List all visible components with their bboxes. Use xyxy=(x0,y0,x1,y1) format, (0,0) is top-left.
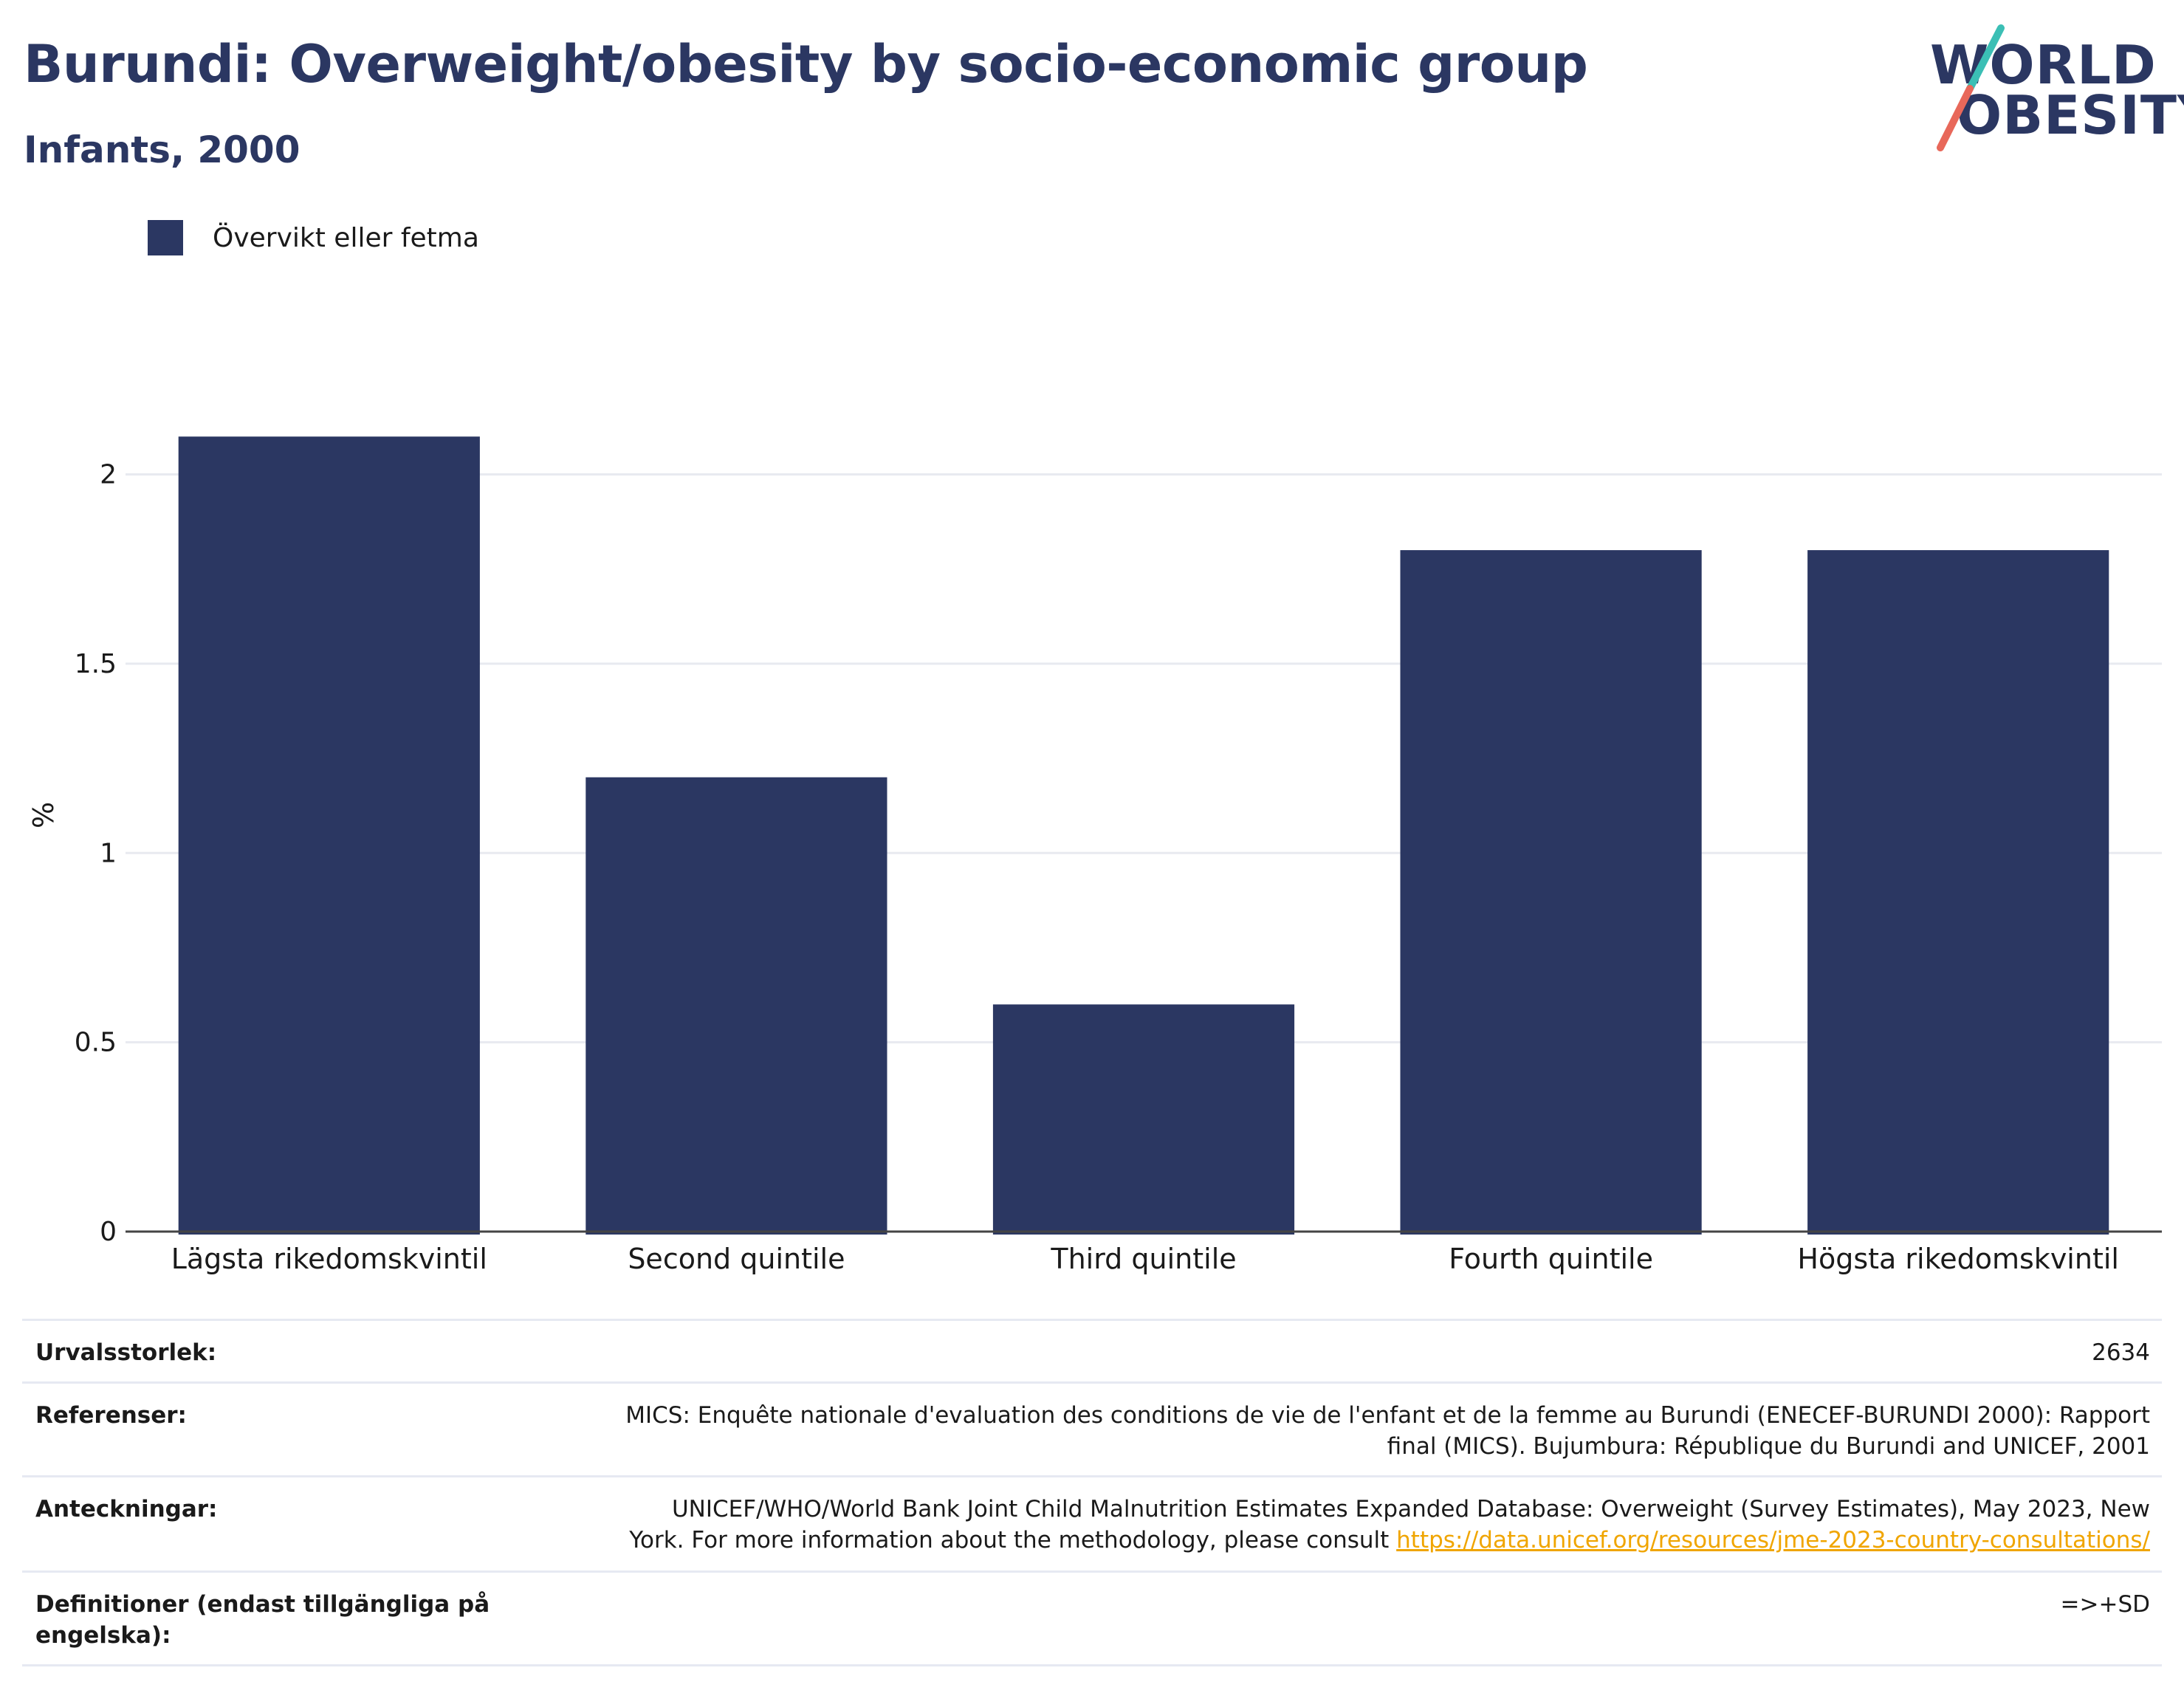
bar-chart: 0 0.5 1 1.5 2 Lägsta rikedomskvintil Second qu… xyxy=(27,436,2162,1275)
info-row-references: Referenser: MICS: Enquête nationale d'ev… xyxy=(22,1381,2162,1475)
info-table: Urvalsstorlek: 2634 Referenser: MICS: En… xyxy=(22,1319,2162,1666)
world-obesity-logo: WORLD OBESITY xyxy=(1920,22,2184,155)
notes-line1: UNICEF/WHO/World Bank Joint Child Malnut… xyxy=(671,1496,2150,1522)
legend-swatch xyxy=(148,220,183,255)
notes-label: Anteckningar: xyxy=(35,1496,218,1522)
logo-word-obesity: OBESITY xyxy=(1957,84,2184,146)
bars xyxy=(178,436,2109,1235)
definitions-label-line1: Definitioner (endast tillgängliga på xyxy=(35,1591,490,1618)
info-row-notes: Anteckningar: UNICEF/WHO/World Bank Join… xyxy=(22,1475,2162,1570)
sample-size-label: Urvalsstorlek: xyxy=(35,1339,217,1366)
x-tick-label: Third quintile xyxy=(1050,1243,1236,1275)
info-row-sample-size: Urvalsstorlek: 2634 xyxy=(22,1319,2162,1381)
logo-slash-icon xyxy=(1937,24,2005,151)
sample-size-value: 2634 xyxy=(2092,1339,2150,1366)
bar xyxy=(586,777,887,1235)
definitions-label-line2: engelska): xyxy=(35,1622,171,1649)
axes: 0 0.5 1 1.5 2 Lägsta rikedomskvintil Second qu… xyxy=(27,460,2162,1275)
chart-subtitle: Infants, 2000 xyxy=(24,128,301,171)
x-tick-label: Högsta rikedomskvintil xyxy=(1797,1243,2119,1275)
legend-label: Övervikt eller fetma xyxy=(213,223,479,253)
y-tick-label: 0.5 xyxy=(75,1028,117,1058)
y-tick-label: 1.5 xyxy=(75,649,117,679)
info-row-definitions: Definitioner (endast tillgängliga på eng… xyxy=(22,1570,2162,1666)
notes-value: UNICEF/WHO/World Bank Joint Child Malnut… xyxy=(540,1494,2150,1556)
references-line2: final (MICS). Bujumbura: République du B… xyxy=(1387,1433,2150,1460)
references-label: Referenser: xyxy=(35,1402,187,1429)
y-tick-label: 2 xyxy=(100,460,117,490)
x-tick-label: Second quintile xyxy=(628,1243,845,1275)
bar xyxy=(1807,550,2109,1235)
x-tick-label: Lägsta rikedomskvintil xyxy=(171,1243,487,1275)
y-tick-label: 0 xyxy=(100,1217,117,1247)
bar xyxy=(1400,550,1702,1235)
y-axis-label: % xyxy=(27,802,60,828)
references-value: MICS: Enquête nationale d'evaluation des… xyxy=(540,1400,2150,1462)
x-tick-label: Fourth quintile xyxy=(1449,1243,1653,1275)
notes-line2: York. For more information about the met… xyxy=(629,1527,1397,1553)
logo-word-world: WORLD xyxy=(1930,34,2157,96)
chart-title: Burundi: Overweight/obesity by socio-eco… xyxy=(24,34,1588,95)
definitions-label: Definitioner (endast tillgängliga på eng… xyxy=(35,1589,508,1651)
references-line1: MICS: Enquête nationale d'evaluation des… xyxy=(625,1402,2150,1429)
bar xyxy=(178,436,480,1235)
y-tick-label: 1 xyxy=(100,838,117,868)
bar xyxy=(992,1004,1295,1235)
methodology-link[interactable]: https://data.unicef.org/resources/jme-20… xyxy=(1396,1527,2150,1553)
definitions-value: =>+SD xyxy=(2060,1591,2150,1618)
